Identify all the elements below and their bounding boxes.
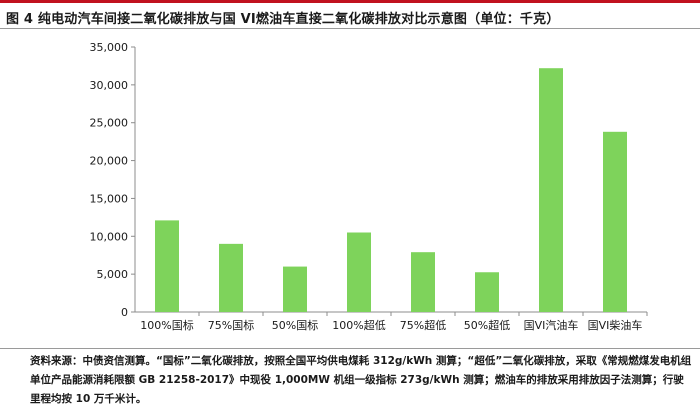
x-tick-label: 50%超低 (464, 318, 510, 332)
x-tick-label: 75%国标 (208, 318, 254, 332)
x-tick-label: 100%超低 (332, 318, 385, 332)
x-tick-label: 国VI柴油车 (588, 318, 643, 332)
bar-2 (219, 243, 243, 312)
top-accent-rule (0, 0, 700, 3)
bar-7 (539, 68, 563, 312)
x-tick-label: 国VI汽油车 (524, 318, 579, 332)
chart-title: 图 4 纯电动汽车间接二氧化碳排放与国 VI燃油车直接二氧化碳排放对比示意图（单… (6, 12, 560, 27)
y-tick-label: 25,000 (90, 117, 129, 130)
y-tick-label: 35,000 (90, 41, 129, 54)
bar-4 (347, 232, 371, 312)
x-tick-label: 100%国标 (140, 318, 193, 332)
bar-5 (411, 252, 435, 312)
source-divider (0, 348, 700, 349)
bar-6 (475, 272, 499, 312)
bar-1 (155, 220, 179, 312)
bar-8 (603, 131, 627, 312)
y-tick-label: 30,000 (90, 79, 129, 92)
bar-chart: 0 5,000 10,000 15,000 20,000 25,000 30,000 35,0… (90, 41, 648, 332)
x-tick-label: 50%国标 (272, 318, 318, 332)
bar-3 (283, 266, 307, 312)
y-tick-label: 15,000 (90, 192, 129, 205)
y-tick-label: 5,000 (97, 268, 129, 281)
y-tick-label: 0 (121, 306, 128, 319)
chart-area: 0 5,000 10,000 15,000 20,000 25,000 30,000 35,0… (0, 30, 700, 348)
x-tick-label: 75%超低 (400, 318, 446, 332)
y-tick-label: 10,000 (90, 230, 129, 243)
title-divider (0, 28, 700, 29)
source-note: 资料来源：中债资信测算。“国标”二氧化碳排放，按照全国平均供电煤耗 312g/k… (30, 355, 692, 405)
y-tick-label: 20,000 (90, 155, 129, 168)
